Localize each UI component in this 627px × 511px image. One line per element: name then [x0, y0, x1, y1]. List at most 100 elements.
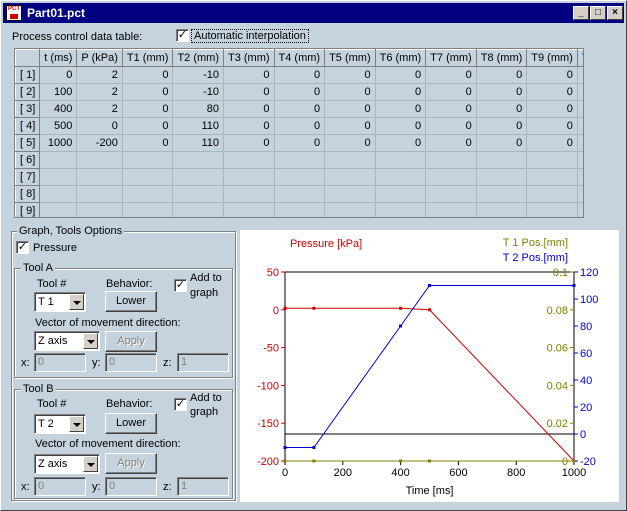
- table-cell[interactable]: [172, 202, 224, 217]
- table-cell[interactable]: [122, 202, 174, 217]
- row-header[interactable]: [ 5]: [15, 134, 41, 152]
- row-header[interactable]: [ 6]: [15, 151, 41, 169]
- table-cell[interactable]: [76, 185, 123, 203]
- table-cell[interactable]: 0: [324, 134, 376, 152]
- table-cell[interactable]: [39, 168, 78, 186]
- table-cell[interactable]: 0: [375, 134, 427, 152]
- table-cell[interactable]: [274, 151, 326, 169]
- column-header[interactable]: t (ms): [39, 49, 78, 67]
- table-cell[interactable]: 0: [324, 100, 376, 118]
- app-icon[interactable]: PCT: [6, 5, 22, 21]
- column-header[interactable]: T1 (mm): [121, 49, 174, 67]
- table-cell[interactable]: [76, 202, 123, 217]
- table-row[interactable]: [ 5]1000-200011000000000: [15, 134, 583, 152]
- table-cell[interactable]: 0: [122, 83, 174, 101]
- table-cell[interactable]: 0: [324, 66, 376, 84]
- table-cell[interactable]: 0: [76, 117, 123, 135]
- tool-b-apply-button[interactable]: Apply: [105, 453, 157, 474]
- table-cell[interactable]: 0: [375, 117, 427, 135]
- table-cell[interactable]: 0: [274, 66, 326, 84]
- table-cell[interactable]: [577, 168, 583, 186]
- table-cell[interactable]: [172, 168, 224, 186]
- table-cell[interactable]: [476, 168, 528, 186]
- table-cell[interactable]: [122, 151, 174, 169]
- tool-b-x-field[interactable]: 0: [34, 477, 86, 496]
- row-header[interactable]: [ 1]: [15, 66, 41, 84]
- table-cell[interactable]: [324, 151, 376, 169]
- table-cell[interactable]: 1000: [39, 134, 78, 152]
- table-cell[interactable]: 0: [375, 66, 427, 84]
- column-header[interactable]: T8 (mm): [475, 49, 528, 67]
- table-cell[interactable]: 0: [526, 134, 578, 152]
- table-cell[interactable]: [324, 168, 376, 186]
- auto-interp-label[interactable]: Automatic interpolation: [191, 29, 309, 43]
- table-row[interactable]: [ 9]: [15, 202, 583, 217]
- table-cell[interactable]: 0: [425, 83, 477, 101]
- table-cell[interactable]: 0: [324, 83, 376, 101]
- table-row[interactable]: [ 7]: [15, 168, 583, 186]
- column-header[interactable]: T10 (mm): [576, 49, 583, 67]
- table-cell[interactable]: [425, 151, 477, 169]
- chevron-down-icon[interactable]: [83, 456, 98, 472]
- minimize-button[interactable]: _: [573, 6, 589, 20]
- table-cell[interactable]: 0: [324, 117, 376, 135]
- table-cell[interactable]: 100: [39, 83, 78, 101]
- table-cell[interactable]: 0: [476, 66, 528, 84]
- table-cell[interactable]: 0: [577, 134, 583, 152]
- table-cell[interactable]: [425, 202, 477, 217]
- tool-b-add-checkbox[interactable]: ✓: [174, 398, 187, 411]
- tool-a-z-field[interactable]: 1: [177, 353, 229, 372]
- table-cell[interactable]: 0: [577, 100, 583, 118]
- table-cell[interactable]: -10: [172, 83, 224, 101]
- auto-interp-checkbox[interactable]: ✓: [176, 29, 189, 42]
- table-cell[interactable]: 0: [223, 134, 275, 152]
- table-cell[interactable]: [39, 202, 78, 217]
- table-cell[interactable]: 80: [172, 100, 224, 118]
- table-cell[interactable]: 2: [76, 83, 123, 101]
- table-cell[interactable]: 0: [375, 100, 427, 118]
- table-row[interactable]: [ 8]: [15, 185, 583, 203]
- row-header[interactable]: [ 3]: [15, 100, 41, 118]
- table-cell[interactable]: [76, 168, 123, 186]
- pressure-label[interactable]: Pressure: [33, 242, 78, 254]
- tool-a-axis-select[interactable]: Z axis: [34, 331, 100, 351]
- table-cell[interactable]: 0: [425, 66, 477, 84]
- tool-a-y-field[interactable]: 0: [105, 353, 157, 372]
- table-cell[interactable]: [172, 151, 224, 169]
- table-cell[interactable]: 0: [223, 117, 275, 135]
- table-cell[interactable]: 0: [274, 100, 326, 118]
- tool-b-lower-button[interactable]: Lower: [105, 413, 157, 434]
- row-header[interactable]: [ 2]: [15, 83, 41, 101]
- row-header[interactable]: [ 4]: [15, 117, 41, 135]
- table-cell[interactable]: 0: [122, 117, 174, 135]
- table-cell[interactable]: [375, 151, 427, 169]
- tool-a-tool-select[interactable]: T 1: [34, 292, 86, 312]
- table-cell[interactable]: 0: [526, 83, 578, 101]
- table-cell[interactable]: 0: [122, 134, 174, 152]
- table-cell[interactable]: [274, 202, 326, 217]
- table-cell[interactable]: 0: [476, 100, 528, 118]
- table-cell[interactable]: 0: [577, 66, 583, 84]
- table-cell[interactable]: 110: [172, 134, 224, 152]
- table-cell[interactable]: 0: [577, 83, 583, 101]
- table-cell[interactable]: [577, 151, 583, 169]
- table-cell[interactable]: 0: [223, 66, 275, 84]
- table-cell[interactable]: -200: [76, 134, 123, 152]
- table-cell[interactable]: [76, 151, 123, 169]
- tool-a-add-checkbox[interactable]: ✓: [174, 279, 187, 292]
- table-cell[interactable]: 2: [76, 66, 123, 84]
- table-cell[interactable]: [425, 168, 477, 186]
- table-cell[interactable]: [476, 202, 528, 217]
- table-cell[interactable]: 0: [223, 83, 275, 101]
- table-cell[interactable]: 0: [274, 134, 326, 152]
- chevron-down-icon[interactable]: [83, 333, 98, 349]
- table-row[interactable]: [ 4]5000011000000000: [15, 117, 583, 135]
- column-header[interactable]: T9 (mm): [526, 49, 578, 67]
- tool-a-apply-button[interactable]: Apply: [105, 331, 157, 352]
- table-cell[interactable]: [223, 168, 275, 186]
- table-cell[interactable]: 0: [39, 66, 78, 84]
- table-cell[interactable]: 0: [274, 117, 326, 135]
- table-cell[interactable]: [476, 185, 528, 203]
- table-cell[interactable]: [223, 202, 275, 217]
